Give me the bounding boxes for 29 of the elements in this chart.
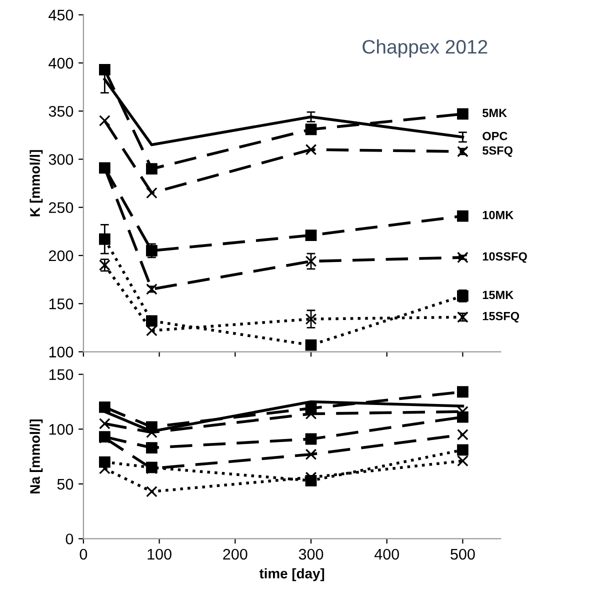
x-tick-label: 100: [148, 548, 172, 560]
y-tick-label: 50: [57, 478, 74, 490]
y-tick-label: 250: [49, 202, 74, 214]
y-tick-label: 150: [49, 298, 74, 310]
series-label: 5SFQ: [482, 146, 512, 157]
series-label: OPC: [482, 132, 508, 140]
y-tick-label: 450: [48, 10, 74, 20]
y-axis-title: K [mmol/l]: [30, 150, 43, 216]
y-tick-label: 400: [48, 58, 74, 69]
x-tick-label: 500: [450, 548, 475, 560]
y-tick-label: 200: [49, 250, 74, 262]
x-tick-label: 400: [374, 548, 400, 560]
annotation: Chappex 2012: [362, 39, 488, 58]
series-label: 15MK: [482, 290, 514, 300]
x-axis-title: time [day]: [259, 568, 324, 582]
y-tick-label: 100: [49, 346, 74, 358]
series-label: 15SFQ: [482, 312, 520, 322]
x-tick-label: 0: [80, 548, 88, 560]
series-label: 10MK: [482, 210, 514, 220]
y-tick-label: 350: [48, 106, 74, 117]
y-tick-label: 100: [49, 424, 74, 435]
y-tick-label: 0: [66, 534, 74, 544]
x-tick-label: 300: [298, 548, 324, 560]
y-axis-title: Na [mmol/l]: [30, 419, 43, 494]
x-tick-label: 200: [223, 548, 248, 560]
series-label: 5MK: [482, 108, 507, 118]
y-tick-label: 300: [48, 154, 74, 165]
y-tick-label: 150: [49, 369, 74, 380]
series-label: 10SSFQ: [482, 252, 527, 263]
